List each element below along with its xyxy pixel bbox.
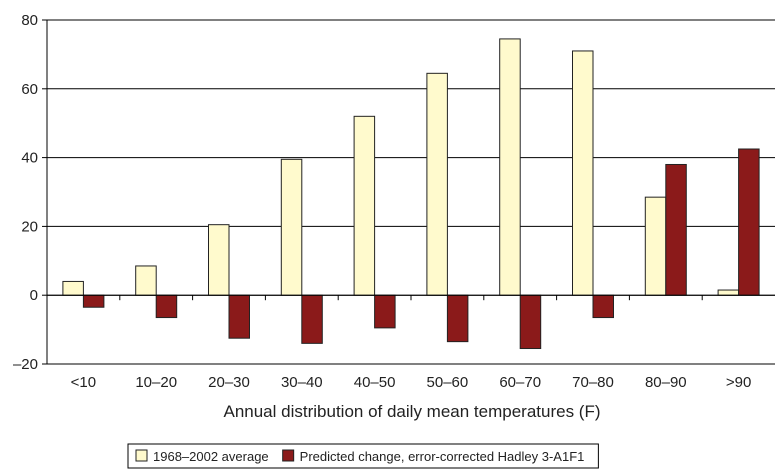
x-tick-label: 80–90 [645,374,687,391]
legend-swatch [135,449,148,462]
y-tick-label: 60 [21,81,38,98]
bar-series-1 [353,115,376,296]
legend: 1968–2002 average Predicted change, error… [127,443,599,469]
bar-series-2 [374,294,396,329]
legend-label: 1968–2002 average [153,449,269,464]
bar-series-2 [155,294,178,319]
bar-series-1 [499,38,521,296]
x-tick-label: >90 [726,374,751,391]
bar-series-1 [280,158,303,296]
y-tick-label: 80 [21,12,38,29]
x-tick-label: 20–30 [208,374,250,391]
y-tick-labels: –20 0 20 40 60 80 [13,12,38,373]
x-tick-labels: <10 10–20 20–30 30–40 40–50 50–60 60–70 70–80 80… [71,374,752,391]
bar-series-1 [208,224,230,296]
legend-box [127,443,599,469]
bar-series-1 [717,289,740,296]
bar-series-2 [82,294,105,308]
x-tick-label: 10–20 [135,374,177,391]
x-tick-label: <10 [71,374,96,391]
bars [62,38,760,350]
legend-label: Predicted change, error-corrected Hadley… [300,449,585,464]
y-tick-label: 0 [30,287,38,304]
bar-series-1 [572,50,594,296]
bar-series-2 [665,163,687,296]
bar-series-2 [592,294,614,319]
x-tick-label: 30–40 [281,374,323,391]
bar-series-2 [301,294,323,344]
x-axis-title: Annual distribution of daily mean temper… [223,402,600,421]
bar-series-1 [62,280,84,296]
x-tick-label: 50–60 [427,374,469,391]
bar-series-1 [644,196,667,296]
axes [42,19,775,365]
bar-series-1 [426,72,448,296]
bar-series-2 [228,294,250,339]
bar-series-1 [135,265,157,296]
x-tick-label: 60–70 [499,374,541,391]
y-tick-label: –20 [13,356,38,373]
bar-series-2 [519,294,542,350]
x-tick-label: 40–50 [354,374,396,391]
bar-series-2 [446,294,469,343]
y-tick-label: 20 [21,218,38,235]
x-tick-label: 70–80 [572,374,614,391]
legend-swatch [282,449,295,462]
y-tick-label: 40 [21,150,38,167]
bar-series-2 [738,148,760,296]
